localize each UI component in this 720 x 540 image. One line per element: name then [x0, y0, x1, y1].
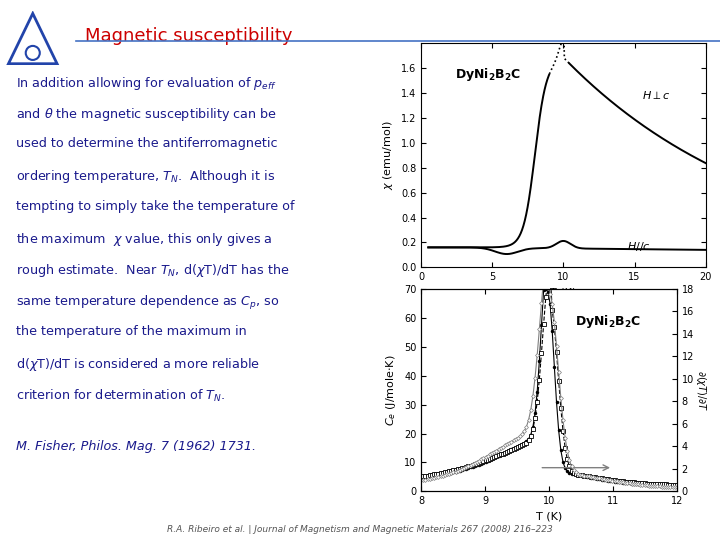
Text: M. Fisher, Philos. Mag. 7 (1962) 1731.: M. Fisher, Philos. Mag. 7 (1962) 1731. [16, 440, 256, 453]
Text: $\bf{DyNi_2B_2C}$: $\bf{DyNi_2B_2C}$ [455, 65, 521, 83]
Y-axis label: $\chi$ (emu/mol): $\chi$ (emu/mol) [382, 120, 395, 190]
Text: and $\theta$ the magnetic susceptibility can be: and $\theta$ the magnetic susceptibility… [16, 106, 277, 123]
Text: tempting to simply take the temperature of: tempting to simply take the temperature … [16, 200, 294, 213]
Text: R.A. Ribeiro et al. | Journal of Magnetism and Magnetic Materials 267 (2008) 216: R.A. Ribeiro et al. | Journal of Magneti… [167, 524, 553, 534]
Circle shape [26, 46, 40, 60]
Y-axis label: $\partial(\chi T)/\partial T$: $\partial(\chi T)/\partial T$ [694, 369, 708, 411]
Text: criterion for determination of $T_N$.: criterion for determination of $T_N$. [16, 388, 225, 404]
Text: the temperature of the maximum in: the temperature of the maximum in [16, 325, 246, 338]
Text: In addition allowing for evaluation of $p_{eff}$: In addition allowing for evaluation of $… [16, 75, 276, 91]
Text: the maximum  $\chi$ value, this only gives a: the maximum $\chi$ value, this only give… [16, 231, 272, 248]
Text: $H // c$: $H // c$ [627, 240, 651, 253]
Text: $\bf{DyNi_2B_2C}$: $\bf{DyNi_2B_2C}$ [575, 313, 641, 330]
X-axis label: T (K): T (K) [536, 512, 562, 522]
Text: d($\chi$T)/dT is considered a more reliable: d($\chi$T)/dT is considered a more relia… [16, 356, 260, 373]
Text: $H \perp c$: $H \perp c$ [642, 89, 670, 101]
Y-axis label: $C_e$ (J/mole$\cdot$K): $C_e$ (J/mole$\cdot$K) [384, 354, 398, 426]
Text: rough estimate.  Near $T_N$, d($\chi$T)/dT has the: rough estimate. Near $T_N$, d($\chi$T)/d… [16, 262, 289, 279]
Text: used to determine the antiferromagnetic: used to determine the antiferromagnetic [16, 137, 277, 150]
X-axis label: T (K): T (K) [550, 288, 577, 298]
Text: Magnetic susceptibility: Magnetic susceptibility [85, 27, 292, 45]
Text: same temperature dependence as $C_p$, so: same temperature dependence as $C_p$, so [16, 294, 279, 312]
Text: ordering temperature, $T_N$.  Although it is: ordering temperature, $T_N$. Although it… [16, 168, 275, 185]
